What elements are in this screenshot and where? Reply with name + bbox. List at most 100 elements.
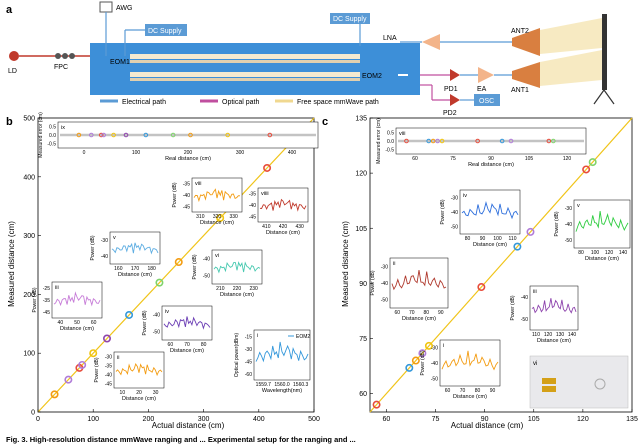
inset-legend: EOM2 <box>296 334 310 340</box>
electrode-lower <box>130 72 360 77</box>
inset-ylabel: Optical power(dBm) <box>234 333 240 378</box>
inset-id: vi <box>533 361 537 367</box>
inset-id: v <box>577 203 580 209</box>
panel-b-xtick-label: 100 <box>87 416 99 423</box>
panel-a-label: a <box>6 4 13 16</box>
inset-id: ii <box>393 261 395 267</box>
inset-error-point <box>123 132 129 138</box>
inset-b-ii: ii 10 20 30 -30 -35 -40 -45 Distance (cm) Power (… <box>94 351 165 402</box>
panel-c-data-point <box>411 356 420 365</box>
inset-ytick-label: -40 <box>431 361 438 367</box>
inset-ytick-label: -0.5 <box>385 148 394 154</box>
dc-supply-right-label: DC Supply <box>333 16 367 23</box>
panel-b-data-point <box>89 349 98 358</box>
inset-ytick-label: -45 <box>249 214 256 220</box>
inset-id: viii <box>399 131 405 137</box>
awg-label: AWG <box>116 5 132 12</box>
inset-ytick-label: -50 <box>203 274 210 280</box>
inset-xtick-label: 140 <box>619 250 628 256</box>
inset-ytick-label: -30 <box>431 346 438 352</box>
beam-upper <box>540 18 602 54</box>
inset-ytick-label: -40 <box>521 295 528 301</box>
panel-c-ytick-label: 75 <box>359 336 367 343</box>
target-leg-right <box>603 89 615 105</box>
fpc-label: FPC <box>54 64 68 71</box>
inset-error-point <box>101 132 106 138</box>
panel-b-data-point <box>103 334 112 343</box>
inset-xlabel: Distance (cm) <box>473 242 507 248</box>
inset-error-point <box>430 138 436 144</box>
inset-ytick-label: -35 <box>183 182 190 188</box>
inset-signal-trace <box>111 242 159 255</box>
dc-supply-left-box <box>145 24 187 36</box>
inset-error-point <box>546 138 552 144</box>
osc-label: OSC <box>479 98 494 105</box>
inset-ytick-label: -40 <box>153 313 160 319</box>
panel-b-ytick-label: 200 <box>23 292 35 299</box>
inset-id: iii <box>533 289 537 295</box>
inset-error-point <box>111 132 116 138</box>
inset-xtick-label: 180 <box>147 266 156 272</box>
inset-xtick-label: 120 <box>544 332 553 338</box>
inset-ytick-label: -30 <box>245 347 252 353</box>
inset-signal-trace <box>391 270 447 291</box>
panel-b-ytick-label: 100 <box>23 351 35 358</box>
inset-xlabel: Distance (cm) <box>537 338 571 344</box>
panel-b-xtick-label: 0 <box>36 416 40 423</box>
inset-error-point <box>76 132 82 138</box>
panel-c-xtick-label: 135 <box>626 416 638 423</box>
inset-xtick-label: 420 <box>279 224 288 230</box>
panel-b-label: b <box>6 116 13 128</box>
inset-b-ix: ix 0 100 200 300 400 0.5 0.0 -0.5 Real distance (… <box>38 112 319 162</box>
inset-xlabel: Distance (cm) <box>122 396 156 402</box>
photo-device-2 <box>542 386 556 392</box>
inset-plots: ix 0 100 200 300 400 0.5 0.0 -0.5 Real distance (… <box>32 112 631 409</box>
panel-c-data-point <box>513 242 522 251</box>
inset-xtick-label: 100 <box>591 250 600 256</box>
inset-error-point <box>426 138 432 144</box>
pd1-label: PD1 <box>444 86 458 93</box>
inset-ytick-label: -45 <box>183 204 190 210</box>
inset-b-viiii: viiii 410 420 430 -35 -40 -45 Distance (cm) <box>249 187 309 236</box>
inset-signal-trace <box>163 316 211 330</box>
inset-signal-trace <box>575 211 629 232</box>
inset-xtick-label: 100 <box>132 150 141 156</box>
inset-ytick-label: -0.5 <box>47 142 56 148</box>
inset-error-point <box>188 132 193 138</box>
inset-xlabel: Real distance (cm) <box>165 156 211 162</box>
inset-xtick-label: 330 <box>229 214 238 220</box>
inset-xtick-label: 120 <box>563 156 572 162</box>
awg-icon <box>99 1 113 13</box>
inset-xtick-label: 300 <box>236 150 245 156</box>
inset-ylabel: Power (dB) <box>370 270 376 295</box>
inset-xtick-label: 110 <box>532 332 540 338</box>
inset-xtick-label: 170 <box>131 266 140 272</box>
panel-b-ytick-label: 300 <box>23 233 35 240</box>
inset-frame <box>211 249 263 285</box>
inset-xtick-label: 160 <box>114 266 123 272</box>
inset-ylabel: Power (dB) <box>94 357 100 382</box>
inset-ytick-label: -60 <box>245 372 252 378</box>
target-plate <box>602 14 607 90</box>
pd2-label: PD2 <box>443 110 457 117</box>
panel-c-xtick-label: 120 <box>577 416 589 423</box>
inset-c-ii: ii 60 70 80 90 -30 -40 -50 Distance (cm) Power (d… <box>370 257 449 322</box>
inset-ylabel: Power (dB) <box>142 310 148 335</box>
inset-ylabel: Power (dB) <box>510 295 516 320</box>
inset-id: vi <box>215 253 219 259</box>
inset-ylabel: Power (dB) <box>172 182 178 207</box>
inset-ytick-label: -35 <box>249 192 256 198</box>
inset-signal-trace <box>255 341 309 363</box>
inset-error-point <box>499 138 505 144</box>
photo-device-1 <box>542 378 556 384</box>
inset-signal-trace <box>531 298 577 314</box>
inset-xtick-label: 20 <box>136 390 142 396</box>
inset-signal-trace <box>213 261 261 274</box>
panel-c-xtick-label: 75 <box>432 416 440 423</box>
inset-xtick-label: 1560.3 <box>293 382 309 388</box>
electrode-upper-2 <box>130 60 360 63</box>
inset-xtick-label: 60 <box>394 310 400 316</box>
inset-xtick-label: 60 <box>91 320 97 326</box>
inset-xlabel: Wavelength(nm) <box>262 388 302 394</box>
